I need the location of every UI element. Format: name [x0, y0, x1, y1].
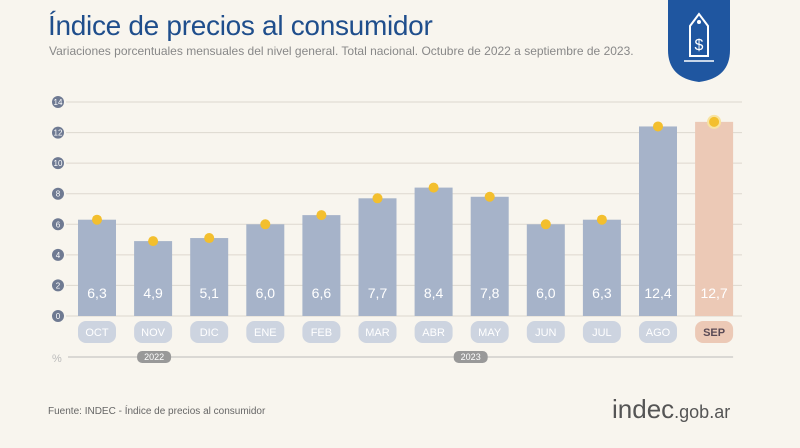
price-tag-dollar-icon: $ [668, 0, 730, 82]
y-tick-marker [52, 279, 64, 292]
svg-text:$: $ [695, 37, 704, 54]
y-tick-label: 8 [56, 190, 61, 199]
bar-mar [358, 198, 397, 316]
data-label: 6,0 [256, 285, 276, 301]
data-label: 12,4 [644, 285, 671, 301]
data-label: 5,1 [199, 285, 219, 301]
x-tick-label: OCT [85, 327, 109, 339]
bar-nov [134, 241, 173, 316]
chart-title: Índice de precios al consumidor [48, 10, 433, 41]
brand-suffix: .gob.ar [674, 402, 731, 422]
value-marker [316, 210, 327, 221]
month-pill [134, 321, 173, 343]
bar-jun [526, 224, 565, 316]
value-marker [484, 191, 495, 202]
data-label: 6,3 [87, 285, 107, 301]
brand-logo: indec.gob.ar [612, 394, 730, 425]
value-marker [596, 214, 607, 225]
y-tick-marker [52, 157, 64, 170]
month-pill [582, 321, 621, 343]
month-pill [526, 321, 565, 343]
month-pill [246, 321, 285, 343]
month-pill [695, 321, 734, 343]
bar-jul [582, 219, 621, 316]
month-pill [470, 321, 509, 343]
value-marker [260, 219, 271, 230]
month-pill [78, 321, 116, 343]
bar-dic [190, 238, 229, 316]
data-label: 7,7 [368, 285, 388, 301]
data-label: 6,6 [312, 285, 332, 301]
x-tick-label: ENE [254, 327, 277, 339]
month-pill [639, 321, 677, 343]
y-tick-marker [52, 96, 64, 108]
bar-ene [246, 224, 285, 316]
x-tick-label: JUN [535, 327, 556, 339]
y-tick-label: 0 [56, 312, 61, 321]
value-marker [372, 193, 383, 204]
bar-oct [78, 219, 116, 316]
x-tick-label: AGO [646, 327, 671, 339]
month-pill [190, 321, 229, 343]
month-pill [302, 321, 341, 343]
y-tick-marker [52, 248, 64, 261]
bar-abr [414, 187, 453, 316]
y-tick-label: 2 [56, 281, 61, 290]
chart-subtitle: Variaciones porcentuales mensuales del n… [49, 44, 634, 58]
x-tick-label: SEP [703, 327, 725, 339]
x-tick-label: MAR [365, 327, 390, 339]
year-label: 2022 [144, 352, 164, 362]
value-marker [148, 236, 159, 247]
bar-feb [302, 215, 341, 316]
x-tick-label: FEB [311, 327, 332, 339]
y-tick-label: 14 [54, 98, 63, 107]
year-pill [137, 351, 172, 363]
y-tick-label: 4 [56, 251, 61, 260]
source-note: Fuente: INDEC - Índice de precios al con… [48, 406, 266, 417]
value-marker [653, 121, 663, 132]
y-tick-marker [52, 310, 64, 322]
bar-sep [695, 121, 734, 316]
bar-may [470, 196, 509, 316]
value-marker [428, 182, 439, 193]
data-label: 7,8 [480, 285, 500, 301]
y-tick-marker [52, 218, 64, 231]
x-tick-label: NOV [141, 327, 166, 339]
y-tick-label: 6 [56, 220, 61, 229]
month-pill [358, 321, 397, 343]
x-tick-label: DIC [200, 327, 219, 339]
value-marker [92, 214, 102, 225]
bar-ago [639, 126, 677, 316]
y-unit-label: % [52, 353, 62, 365]
year-pill [453, 351, 488, 363]
data-label: 12,7 [700, 285, 727, 301]
value-marker [204, 233, 215, 244]
year-label: 2023 [461, 352, 481, 362]
y-tick-label: 10 [54, 159, 63, 168]
x-tick-label: MAY [478, 327, 502, 339]
y-tick-marker [52, 126, 64, 139]
data-label: 6,3 [592, 285, 612, 301]
y-tick-marker [52, 187, 64, 200]
y-tick-label: 12 [54, 129, 63, 138]
brand-main: indec [612, 394, 675, 424]
x-tick-label: ABR [422, 327, 445, 339]
x-tick-label: JUL [592, 327, 612, 339]
data-label: 4,9 [143, 285, 163, 301]
data-label: 6,0 [536, 285, 556, 301]
value-marker [540, 219, 551, 230]
value-marker [707, 114, 722, 129]
data-label: 8,4 [424, 285, 444, 301]
month-pill [414, 321, 453, 343]
